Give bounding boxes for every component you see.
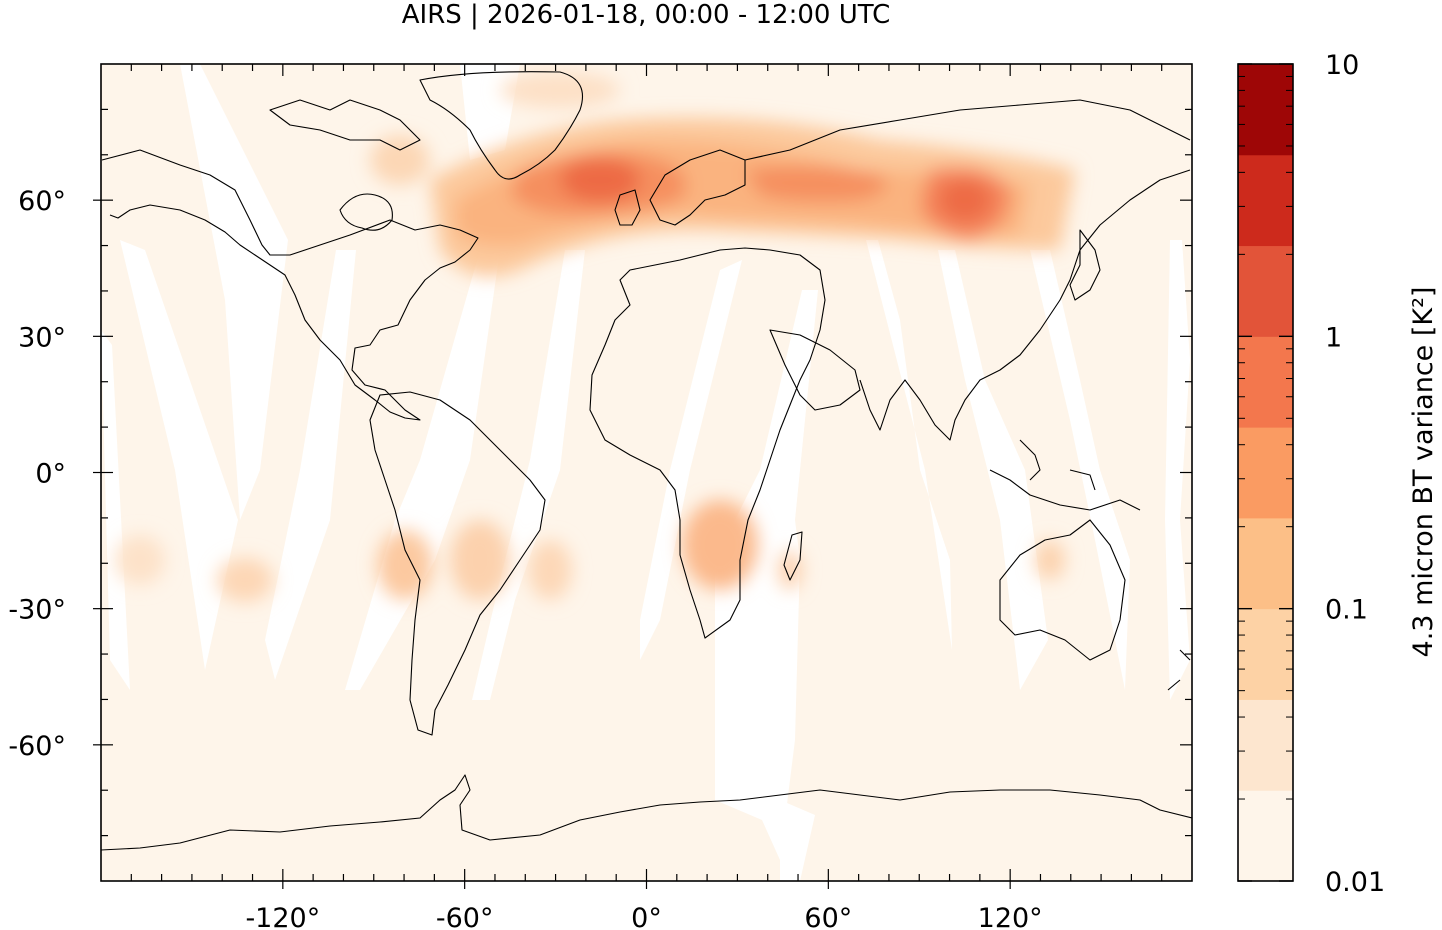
variance-region	[560, 158, 640, 202]
colorbar-tick-label: 0.01	[1325, 867, 1385, 898]
variance-region	[377, 530, 433, 600]
variance-region	[500, 72, 620, 108]
coastline-scandinavia	[649, 149, 746, 226]
coastline-antarctica	[101, 774, 1192, 851]
y-axis: 60° 30° 0° -30° -60°	[8, 186, 101, 762]
colorbar-tick-label: 10	[1325, 50, 1359, 81]
y-tick-label: 30°	[18, 322, 66, 353]
variance-region	[528, 540, 572, 600]
orbit-gap	[938, 250, 1048, 690]
y-tick-label: 0°	[35, 459, 66, 490]
variance-region	[115, 535, 165, 585]
x-tick-label: 60°	[804, 903, 852, 930]
coastline-south-america	[369, 391, 546, 736]
coastline-new-zealand	[1167, 649, 1191, 691]
variance-region	[450, 520, 510, 600]
orbit-gap	[780, 800, 815, 881]
coastline-british-isles	[614, 189, 641, 226]
orbit-gap	[120, 240, 238, 670]
x-tick-label: 0°	[631, 903, 662, 930]
x-tick-label: -60°	[436, 903, 494, 930]
x-axis: -120° -60° 0° 60° 120°	[245, 881, 1043, 930]
coastlines	[101, 71, 1192, 851]
y-tick-label: -60°	[8, 731, 66, 762]
orbit-gap	[1165, 240, 1190, 700]
colorbar-band	[1238, 245, 1293, 337]
colorbar-band	[1238, 608, 1293, 700]
coastline-arabia	[769, 329, 861, 411]
orbit-gap	[640, 260, 742, 660]
colorbar-band	[1238, 517, 1293, 610]
map-title: AIRS | 2026-01-18, 00:00 - 12:00 UTC	[401, 0, 891, 30]
orbit-gap	[101, 330, 130, 690]
map-plot	[101, 64, 1192, 881]
orbit-gaps	[101, 64, 1190, 881]
orbit-gap	[715, 290, 818, 860]
variance-region	[370, 135, 430, 185]
y-tick-label: -30°	[8, 595, 66, 626]
coastline-arctic-islands	[269, 99, 421, 151]
variance-field	[115, 72, 1075, 602]
minor-ticks	[101, 64, 1192, 881]
orbit-gap	[180, 64, 288, 520]
colorbar-tick-label: 0.1	[1325, 595, 1368, 626]
orbit-gap	[1030, 250, 1130, 690]
variance-region	[217, 558, 273, 602]
colorbar-band	[1238, 427, 1293, 519]
variance-region	[940, 180, 990, 220]
y-tick-label: 60°	[18, 186, 66, 217]
colorbar-tick-label: 1	[1325, 322, 1342, 353]
variance-region	[682, 500, 758, 590]
colorbar-band	[1238, 64, 1293, 156]
x-tick-label: 120°	[978, 903, 1043, 930]
colorbar-band	[1238, 154, 1293, 247]
coastline-japan	[1069, 229, 1101, 301]
coastline-madagascar	[783, 531, 803, 581]
x-tick-label: -120°	[245, 903, 320, 930]
coastline-asia	[744, 99, 1191, 441]
colorbar-bands	[1238, 64, 1293, 882]
variance-region	[1035, 540, 1065, 580]
variance-region	[745, 166, 887, 202]
coastline-indonesia	[989, 439, 1141, 511]
coastline-north-america	[101, 149, 479, 421]
coastline-australia	[999, 519, 1126, 661]
colorbar-band	[1238, 699, 1293, 791]
variance-region	[778, 550, 802, 590]
colorbar-band	[1238, 790, 1293, 882]
coastline-hudson-bay	[339, 193, 393, 231]
colorbar-band	[1238, 336, 1293, 428]
coastline-europe-africa	[589, 247, 826, 639]
colorbar-frame	[1237, 63, 1294, 882]
colorbar: 10 1 0.1 0.01 4.3 micron BT variance [K²]	[1237, 50, 1439, 898]
coastline-greenland	[419, 71, 584, 180]
colorbar-label: 4.3 micron BT variance [K²]	[1408, 287, 1439, 658]
orbit-gap	[265, 250, 356, 680]
colorbar-ticks: 10 1 0.1 0.01	[1238, 50, 1385, 898]
